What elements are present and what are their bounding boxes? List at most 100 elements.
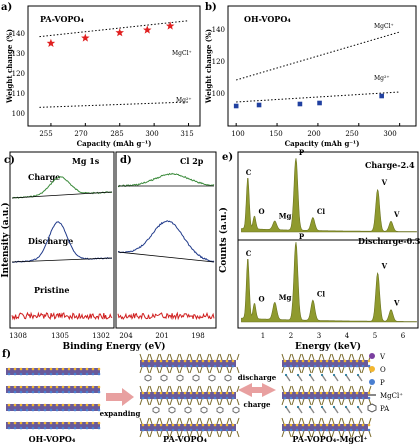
vopo-layer-slab [282,424,368,431]
pa-chain [229,385,233,393]
p-atom [177,428,181,432]
panel-b-point [379,93,384,99]
mgcl-ion [357,374,363,382]
pa-chain [196,385,200,393]
o-atom [331,391,335,395]
pa-ring [200,406,208,414]
pa-chain [338,430,342,438]
pa-chain [308,430,312,438]
p-atom [55,408,59,412]
panel-d-xticks: 204 201 198 [119,332,204,340]
panel-a-xtick: 315 [180,130,193,138]
pa-chain [166,385,170,393]
discharge-charge-arrow [238,383,276,397]
o-atom [85,385,89,389]
o-atom [19,421,23,425]
pa-chain [139,398,143,406]
pa-chain [176,417,180,425]
p-atom [43,426,47,430]
pa-chains-up-2 [139,417,240,425]
pa-chain [149,366,153,374]
o-atom [367,423,371,427]
pa-chain [179,417,183,425]
o-atom [73,403,77,407]
o-atom [343,391,347,395]
pa-chain [368,398,372,406]
o-atom [141,423,145,427]
o-atom [7,403,11,407]
pa-chain [199,385,203,393]
o-atom [313,423,317,427]
o-atom [219,423,223,427]
p-atom [85,372,89,376]
o-atom [31,385,35,389]
pa-chain [169,430,173,438]
pa-chain [199,353,203,361]
pa-chain [216,385,220,393]
p-atom [343,396,347,400]
o-atom [165,359,169,363]
pa-chain [331,417,335,425]
p-atom [325,364,329,368]
o-atom [301,359,305,363]
pa-chain [156,430,160,438]
p-atom [61,390,65,394]
o-atom [213,391,217,395]
panel-a-ytick: 140 [12,30,25,38]
o-atom [91,385,95,389]
o-atom [49,403,53,407]
mg-atom [296,405,300,409]
pa-chain [179,353,183,361]
mgcl-pa-chains-down-1 [281,398,372,406]
p-atom [85,426,89,430]
pa-chain [226,417,230,425]
o-atom [289,391,293,395]
pa-chain [368,385,372,393]
p-atom [349,396,353,400]
legend-pa-swatch [367,403,377,413]
pa-chain [206,398,210,406]
pa-chain [219,430,223,438]
o-atom [225,391,229,395]
pa-chain [328,417,332,425]
pa-chain [351,366,355,374]
o-atom [61,367,65,371]
p-atom [283,364,287,368]
p-atom [7,408,11,412]
pa-chain [281,417,285,425]
p-atom [73,426,77,430]
o-atom [25,421,29,425]
pa-chain [301,417,305,425]
p-atom [301,396,305,400]
o-atom [55,385,59,389]
o-atom [207,359,211,363]
pa-chain [311,385,315,393]
p-atom [331,396,335,400]
panel-b-point [297,101,303,107]
panel-b-ytick: 140 [212,26,225,34]
o-atom [37,385,41,389]
pa-chain [179,385,183,393]
panel-c-plot-frame [9,151,115,329]
pa-chain [216,366,220,374]
pa-chain [328,398,332,406]
p-atom [307,428,311,432]
vopo-layer-slab [282,360,368,367]
p-atom [91,390,95,394]
panel-d-label: d) [120,155,132,166]
pa-chain [166,353,170,361]
pa-ring [168,406,176,414]
panel-e-peak-label: C [246,168,252,177]
p-atom [183,364,187,368]
pa-chains-up-1 [139,385,240,393]
o-atom [325,423,329,427]
pa-chain [159,417,163,425]
panel-a-yticks: 100 110 120 130 140 [12,30,25,118]
vopo-layer-slab [6,368,100,375]
pa-chain [281,353,285,361]
pa-chain [176,366,180,374]
pa-chain [348,430,352,438]
pa-chain [196,366,200,374]
p-atom [25,408,29,412]
